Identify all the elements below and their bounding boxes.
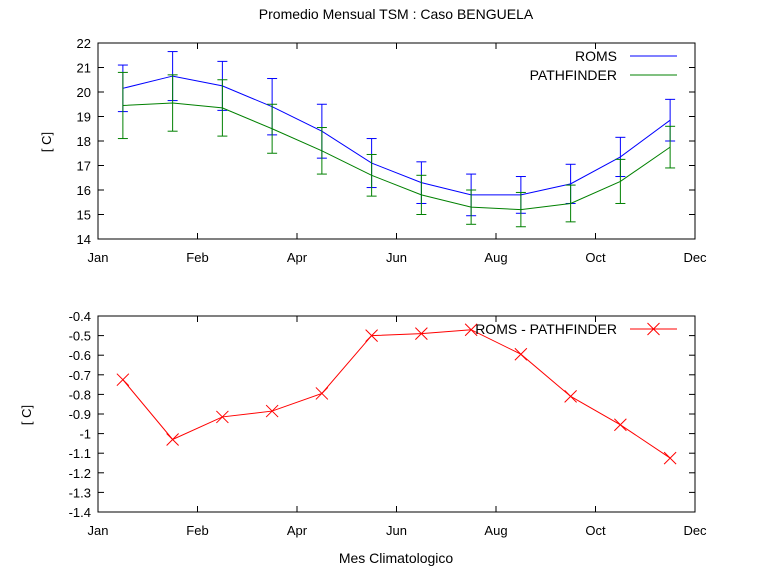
lower-plot: [ C] Mes Climatologico -1.4 -1.3 -1.2 -1.1 -…: [19, 309, 707, 566]
data-point-marker: [514, 347, 528, 361]
x-tick-label: Jun: [386, 250, 407, 265]
y-tick-label: -1.3: [69, 485, 91, 500]
x-tick-label: Dec: [683, 523, 707, 538]
data-point-marker: [116, 373, 130, 387]
x-tick-label: Apr: [287, 523, 308, 538]
legend-label: PATHFINDER: [530, 67, 617, 83]
x-axis-label: Mes Climatologico: [339, 550, 454, 566]
data-point-marker: [315, 387, 329, 400]
x-tick-label: Oct: [585, 523, 606, 538]
chart-title: Promedio Mensual TSM : Caso BENGUELA: [259, 6, 534, 22]
data-point-marker: [166, 433, 179, 446]
y-tick-label: -1.2: [69, 466, 91, 481]
series-line-roms: [122, 75, 671, 196]
data-point-marker: [365, 329, 378, 342]
y-tick-label: -0.9: [69, 407, 91, 422]
x-tick-label: Aug: [484, 523, 507, 538]
series-line-roms-pathfinder: [122, 329, 671, 459]
y-tick-label: -0.7: [69, 368, 91, 383]
x-tick-label: Feb: [186, 250, 208, 265]
data-point-marker: [614, 418, 627, 432]
y-tick-label: 17: [77, 159, 91, 174]
data-point-marker: [415, 327, 428, 340]
y-tick-label: 19: [77, 110, 91, 125]
data-point-marker: [564, 390, 577, 403]
series-line-pathfinder: [122, 102, 671, 211]
data-point-marker: [265, 404, 279, 418]
x-tick-label: Jan: [88, 250, 109, 265]
y-tick-label: 16: [77, 183, 91, 198]
y-tick-label: 18: [77, 134, 91, 149]
y-tick-label: -0.5: [69, 329, 91, 344]
upper-plot: [ C] 14 15 16 17 18 19 20 21 22 Jan Feb Apr Jun Aug Oc…: [39, 36, 707, 265]
x-tick-label: Apr: [287, 250, 308, 265]
x-tick-label: Aug: [484, 250, 507, 265]
y-tick-label: 15: [77, 208, 91, 223]
data-point-marker: [216, 410, 229, 424]
y-tick-label: 14: [77, 232, 91, 247]
y-tick-label: -1.1: [69, 446, 91, 461]
y-tick-label: 22: [77, 36, 91, 51]
y-tick-label: -0.6: [69, 348, 91, 363]
y-tick-label: -1: [79, 427, 91, 442]
lower-y-axis-label: [ C]: [19, 405, 34, 425]
upper-y-axis-label: [ C]: [39, 132, 54, 152]
data-point-marker: [464, 323, 478, 337]
y-tick-label: 21: [77, 61, 91, 76]
x-tick-label: Feb: [186, 523, 208, 538]
x-tick-label: Oct: [585, 250, 606, 265]
y-tick-label: -0.8: [69, 387, 91, 402]
data-point-marker: [663, 451, 677, 465]
y-tick-label: 20: [77, 85, 91, 100]
legend-marker: [647, 322, 660, 336]
lower-plot-frame: [97, 315, 696, 513]
x-tick-label: Jan: [88, 523, 109, 538]
x-tick-label: Jun: [386, 523, 407, 538]
y-tick-label: -0.4: [69, 309, 91, 324]
legend-label: ROMS - PATHFINDER: [475, 321, 617, 337]
legend-label: ROMS: [575, 48, 617, 64]
x-tick-label: Dec: [683, 250, 707, 265]
y-tick-label: -1.4: [69, 505, 91, 520]
